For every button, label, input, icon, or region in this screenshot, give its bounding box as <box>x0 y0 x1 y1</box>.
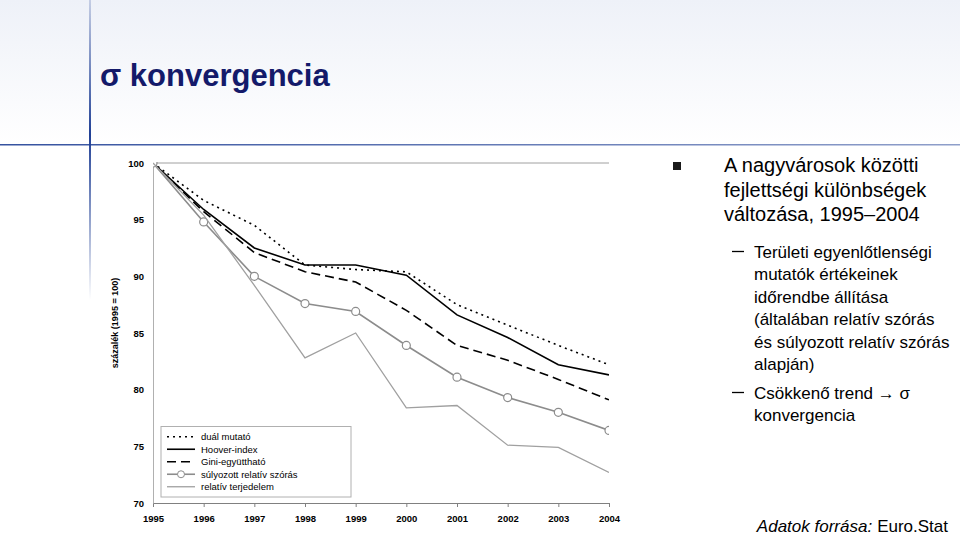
slide-title: σ konvergencia <box>100 58 330 93</box>
x-tick-label: 1996 <box>194 513 215 524</box>
series-marker <box>554 408 562 416</box>
legend-label: Gini-együttható <box>201 456 265 467</box>
source-label: Adatok forrása: <box>756 517 873 536</box>
y-tick-label: 80 <box>133 384 144 395</box>
legend-label: súlyozott relatív szórás <box>201 469 298 480</box>
x-tick-mark <box>558 503 559 507</box>
series-marker <box>250 272 258 280</box>
x-tick-label: 1997 <box>244 513 265 524</box>
y-tick-label: 95 <box>133 214 144 225</box>
x-tick: 1999 <box>346 503 367 524</box>
x-tick-mark <box>204 503 205 507</box>
x-tick-label: 2003 <box>548 513 569 524</box>
legend-swatch <box>167 436 195 438</box>
x-tick-label: 1999 <box>346 513 367 524</box>
series-marker <box>605 426 609 434</box>
y-axis: 70 75 80 85 90 95 100 <box>128 158 153 509</box>
x-tick-label: 2001 <box>447 513 469 524</box>
x-tick-mark <box>508 503 509 507</box>
sub-bullet-marker <box>732 392 744 393</box>
horizontal-rule <box>0 144 960 146</box>
x-tick-label: 1995 <box>143 513 165 524</box>
y-tick-label: 100 <box>128 158 144 169</box>
y-tick: 70 <box>133 498 153 509</box>
y-axis-title: százalék (1995 = 100) <box>110 278 120 368</box>
x-tick-mark <box>305 503 306 507</box>
x-axis: 1995 1996 1997 1998 1999 2000 2001 2002 2003 2004 <box>143 503 621 524</box>
y-tick: 80 <box>133 384 153 395</box>
legend-marker <box>178 471 185 478</box>
sub-bullet-text: Csökkenő trend → σkonvergencia <box>754 384 911 426</box>
y-tick: 75 <box>133 441 153 452</box>
y-axis-line <box>153 164 154 504</box>
x-tick-mark <box>153 503 154 507</box>
x-tick-mark <box>254 503 255 507</box>
x-tick-mark <box>457 503 458 507</box>
x-tick: 2001 <box>447 503 469 524</box>
series-marker <box>402 341 410 349</box>
y-tick: 85 <box>133 328 153 339</box>
bullet-text: A nagyvárosok közöttifejlettségi különbs… <box>724 154 927 225</box>
legend-label: Hoover-index <box>201 444 258 455</box>
x-tick-mark <box>609 503 610 507</box>
x-tick: 1997 <box>244 503 265 524</box>
y-tick-label: 70 <box>133 498 144 509</box>
x-tick: 2002 <box>498 503 519 524</box>
series-line <box>153 163 609 400</box>
x-tick: 2004 <box>599 503 621 524</box>
y-tick-label: 90 <box>133 271 144 282</box>
legend-swatch <box>167 448 195 450</box>
slide: σ konvergencia 1995 1996 1997 1998 1999 2000 20… <box>0 0 960 540</box>
legend-label: relatív terjedelem <box>201 481 274 492</box>
bullet-list: A nagyvárosok közöttifejlettségi különbs… <box>673 154 950 425</box>
x-tick-mark <box>356 503 357 507</box>
plot-area <box>153 162 609 472</box>
x-axis-line <box>154 504 610 508</box>
series-marker <box>301 300 309 308</box>
y-tick: 90 <box>133 271 153 282</box>
bullet-marker <box>673 162 681 170</box>
series-line <box>153 163 609 365</box>
series-line <box>153 163 609 472</box>
x-tick-label: 1998 <box>295 513 316 524</box>
source-note: Adatok forrása:Euro.Stat <box>756 517 948 536</box>
x-tick: 1995 <box>143 503 165 524</box>
x-tick: 1998 <box>295 503 316 524</box>
legend-label: duál mutató <box>201 431 251 442</box>
x-tick-label: 2004 <box>599 513 621 524</box>
series-line <box>153 163 609 375</box>
series-line <box>153 163 609 430</box>
x-tick: 2003 <box>548 503 569 524</box>
vertical-rule <box>89 0 91 300</box>
header-band <box>0 0 960 145</box>
sub-bullet-text: Területi egyenlőtlenségimutatók értékein… <box>754 243 950 375</box>
x-tick-label: 2002 <box>498 513 519 524</box>
series-marker <box>504 394 512 402</box>
x-tick-mark <box>406 503 407 507</box>
y-tick-label: 75 <box>133 441 144 452</box>
sub-bullet-marker <box>732 251 744 252</box>
source-name: Euro.Stat <box>877 517 948 536</box>
legend-box <box>161 427 351 498</box>
series-marker <box>453 373 461 381</box>
series-marker <box>352 307 360 315</box>
y-tick: 100 <box>128 158 153 169</box>
x-tick-label: 2000 <box>396 513 417 524</box>
legend-swatch <box>167 461 195 463</box>
chart: 1995 1996 1997 1998 1999 2000 2001 2002 2003 2004… <box>110 158 621 524</box>
y-tick-label: 85 <box>133 328 144 339</box>
y-tick: 95 <box>133 214 153 225</box>
x-tick: 2000 <box>396 503 417 524</box>
legend-swatch <box>167 486 195 487</box>
legend: duál mutató Hoover-indexGini-együttható sú… <box>161 427 351 498</box>
x-tick: 1996 <box>194 503 215 524</box>
plot-top-line <box>153 163 609 164</box>
